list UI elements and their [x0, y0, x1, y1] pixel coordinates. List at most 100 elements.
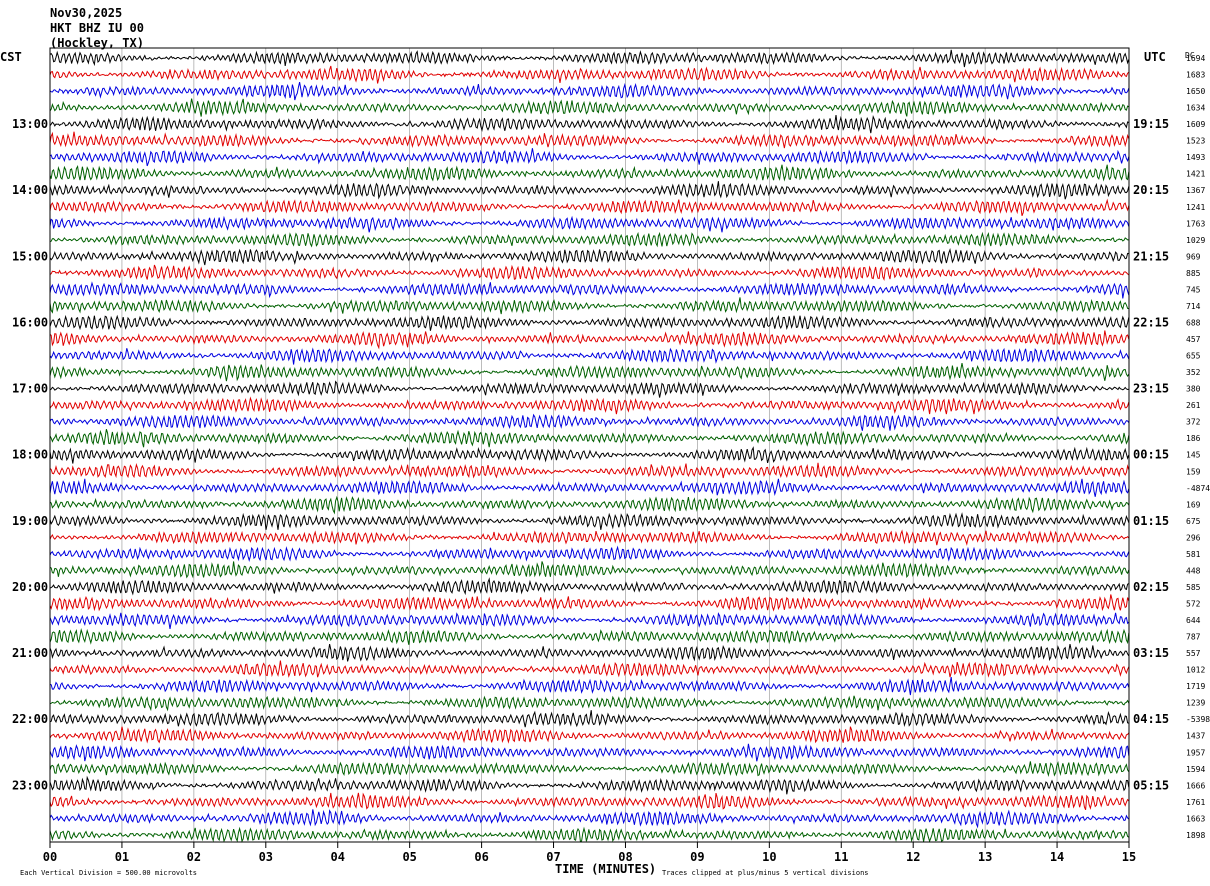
- dc-value: 675: [1186, 517, 1201, 526]
- seismic-trace: [49, 363, 1130, 382]
- seismic-trace: [49, 81, 1130, 101]
- dc-value: 655: [1186, 352, 1201, 361]
- dc-value: 557: [1186, 649, 1201, 658]
- seismic-trace: [49, 512, 1130, 530]
- dc-value: 1898: [1186, 831, 1205, 840]
- x-tick-label: 14: [1050, 850, 1064, 864]
- seismic-trace: [49, 643, 1130, 662]
- seismic-trace: [49, 529, 1130, 546]
- dc-value: 1683: [1186, 71, 1205, 80]
- seismic-trace: [49, 478, 1130, 497]
- dc-value: 688: [1186, 318, 1201, 327]
- x-tick-label: 04: [331, 850, 345, 864]
- dc-value: 1694: [1186, 54, 1205, 63]
- x-tick-label: 06: [474, 850, 488, 864]
- x-tick-label: 10: [762, 850, 776, 864]
- dc-value: 714: [1186, 302, 1201, 311]
- dc-value: 159: [1186, 467, 1201, 476]
- seismic-trace: [49, 826, 1130, 843]
- seismic-trace: [49, 495, 1130, 515]
- seismic-trace: [49, 164, 1130, 182]
- seismic-trace: [49, 148, 1130, 167]
- seismic-trace: [49, 462, 1130, 479]
- dc-value: -4874: [1186, 484, 1210, 493]
- seismic-trace: [49, 330, 1130, 350]
- dc-value: 581: [1186, 550, 1201, 559]
- seismic-trace: [49, 429, 1130, 448]
- seismic-trace: [49, 612, 1130, 629]
- x-tick-label: 07: [546, 850, 560, 864]
- seismic-trace: [49, 380, 1129, 398]
- cst-hour-label: 23:00: [12, 778, 48, 792]
- dc-value: 745: [1186, 285, 1201, 294]
- utc-hour-label: 00:15: [1133, 448, 1169, 462]
- header-location: (Hockley, TX): [50, 36, 144, 50]
- cst-axis-label: CST: [0, 50, 22, 64]
- dc-value: 1609: [1186, 120, 1205, 129]
- cst-hour-label: 20:00: [12, 580, 48, 594]
- seismic-trace: [49, 248, 1129, 266]
- utc-hour-label: 03:15: [1133, 646, 1169, 660]
- dc-value: 1763: [1186, 219, 1205, 228]
- x-tick-label: 00: [43, 850, 57, 864]
- dc-value: 457: [1186, 335, 1201, 344]
- cst-hour-label: 15:00: [12, 249, 48, 263]
- seismic-trace: [49, 695, 1130, 712]
- cst-hour-label: 21:00: [12, 646, 48, 660]
- seismic-trace: [49, 281, 1130, 299]
- dc-value: 1523: [1186, 137, 1205, 146]
- dc-value: 787: [1186, 633, 1201, 642]
- header-date: Nov30,2025: [50, 6, 123, 20]
- x-tick-label: 15: [1122, 850, 1136, 864]
- dc-label: DC: [1185, 51, 1195, 60]
- utc-hour-label: 19:15: [1133, 117, 1169, 131]
- seismic-trace: [49, 413, 1130, 431]
- seismic-trace: [49, 181, 1130, 200]
- seismic-trace: [49, 446, 1130, 464]
- cst-hour-label: 16:00: [12, 315, 48, 329]
- dc-value: 1421: [1186, 170, 1205, 179]
- utc-hour-label: 23:15: [1133, 382, 1169, 396]
- dc-value: -5398: [1186, 715, 1210, 724]
- plot-frame: [49, 47, 1130, 843]
- seismic-trace: [49, 677, 1130, 696]
- seismic-trace: [49, 710, 1129, 728]
- x-tick-label: 08: [618, 850, 632, 864]
- dc-value: 1719: [1186, 682, 1205, 691]
- seismic-trace: [49, 775, 1130, 795]
- dc-value: 380: [1186, 385, 1201, 394]
- x-tick-label: 12: [906, 850, 920, 864]
- seismic-trace: [49, 594, 1130, 612]
- seismic-trace: [49, 761, 1130, 778]
- utc-hour-label: 01:15: [1133, 514, 1169, 528]
- seismic-trace: [49, 726, 1130, 744]
- utc-hour-label: 02:15: [1133, 580, 1169, 594]
- dc-value: 448: [1186, 566, 1201, 575]
- cst-hour-label: 14:00: [12, 183, 48, 197]
- dc-value: 169: [1186, 500, 1201, 509]
- x-tick-label: 05: [402, 850, 416, 864]
- utc-hour-label: 20:15: [1133, 183, 1169, 197]
- dc-value: 372: [1186, 418, 1201, 427]
- dc-value: 1666: [1186, 781, 1205, 790]
- seismic-trace: [49, 131, 1130, 149]
- utc-hour-label: 05:15: [1133, 778, 1169, 792]
- cst-hour-label: 17:00: [12, 382, 48, 396]
- dc-value: 1437: [1186, 732, 1205, 741]
- dc-value: 969: [1186, 252, 1201, 261]
- seismic-trace: [49, 65, 1130, 84]
- dc-value: 1957: [1186, 748, 1205, 757]
- utc-axis-label: UTC: [1144, 50, 1166, 64]
- seismic-trace: [49, 98, 1130, 117]
- trace-group: [49, 49, 1130, 843]
- dc-value: 1239: [1186, 699, 1205, 708]
- dc-value: 885: [1186, 269, 1201, 278]
- dc-value: 585: [1186, 583, 1201, 592]
- cst-hour-label: 22:00: [12, 712, 48, 726]
- dc-value: 1241: [1186, 203, 1205, 212]
- dc-value: 1367: [1186, 186, 1205, 195]
- x-tick-label: 01: [115, 850, 129, 864]
- seismic-trace: [49, 231, 1129, 248]
- scale-note: Each Vertical Division = 500.00 microvol…: [20, 869, 197, 877]
